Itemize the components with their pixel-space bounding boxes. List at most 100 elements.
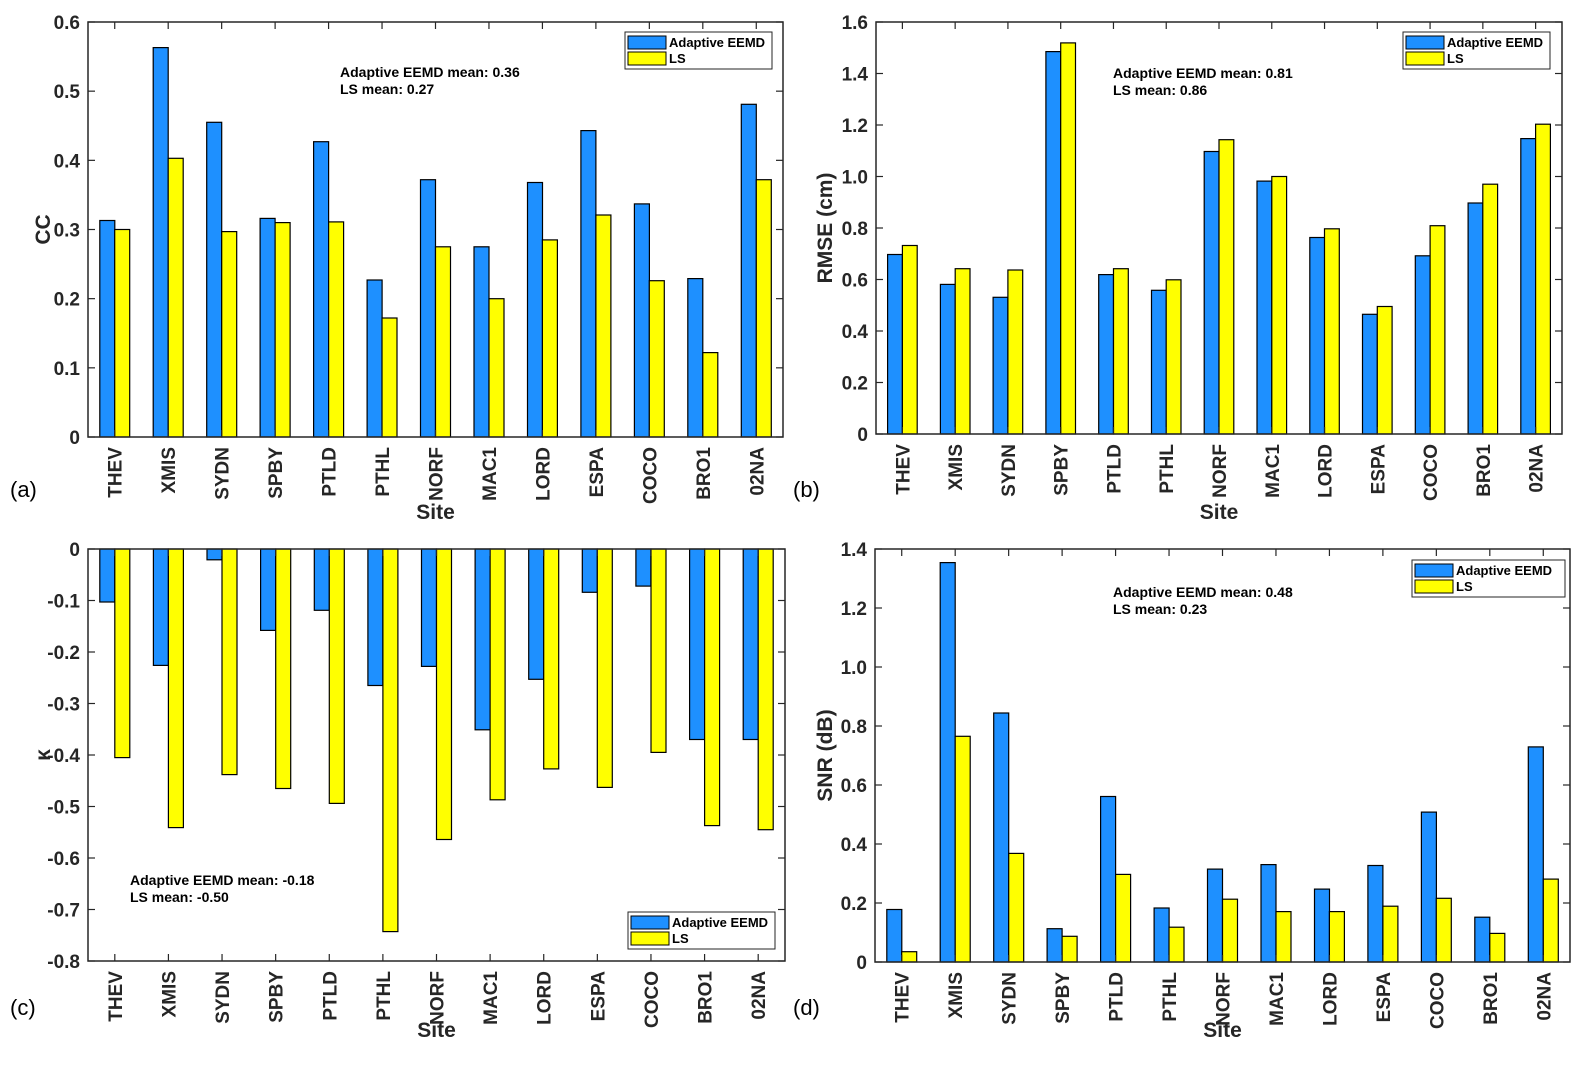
y-tick-label: -0.6 [47, 849, 80, 870]
bar-adaptive-eemd-lord [1309, 236, 1326, 435]
x-tick-label: XMIS [159, 447, 180, 493]
bar-adaptive-eemd-pthl [366, 279, 383, 438]
bar-adaptive-eemd-coco [633, 203, 651, 438]
x-tick-label: PTLD [320, 447, 341, 497]
legend-swatch-adaptive-eemd [1405, 35, 1445, 50]
x-tick-label: 02NA [749, 971, 770, 1020]
bar-adaptive-eemd-02na [1527, 746, 1544, 963]
bar-ls-espa [1382, 905, 1399, 963]
y-tick-label: 0 [856, 953, 867, 974]
x-tick-label: THEV [893, 444, 914, 495]
bar-ls-02na [1542, 878, 1559, 963]
y-axis-title: RMSE (cm) [814, 173, 837, 284]
x-tick-label: COCO [1427, 972, 1448, 1029]
x-tick-label: NORF [1214, 972, 1235, 1026]
panel-label: (c) [10, 995, 36, 1020]
y-axis-title: SNR (dB) [814, 709, 837, 801]
bar-adaptive-eemd-02na [740, 103, 757, 438]
legend-swatch-ls [630, 931, 670, 946]
bar-ls-thev [901, 244, 918, 435]
bar-ls-02na [1534, 123, 1551, 435]
x-tick-label: LORD [1320, 972, 1341, 1026]
x-axis-title: Site [416, 501, 455, 524]
panel-c-kappa: -0.8 -0.7 -0.6 -0.5 -0.4 -0.3 -0.2 -0.1 0 THEV XMI… [10, 540, 786, 1042]
y-tick-label: 1.0 [842, 168, 868, 189]
x-tick-label: SPBY [266, 447, 287, 499]
x-tick-label: COCO [1421, 444, 1442, 501]
bar-adaptive-eemd-coco [635, 548, 652, 587]
bar-ls-ptld [1114, 873, 1132, 963]
y-tick-label: 0 [857, 425, 868, 446]
bar-ls-mac1 [488, 298, 505, 438]
y-tick-label: 0.8 [842, 219, 868, 240]
bar-adaptive-eemd-mac1 [1256, 180, 1273, 435]
bar-adaptive-eemd-ptld [1099, 795, 1117, 963]
y-tick-label: -0.2 [47, 643, 80, 664]
x-tick-label: XMIS [159, 971, 180, 1017]
bar-ls-xmis [954, 735, 971, 963]
y-tick-label: -0.3 [47, 695, 80, 716]
panel-label: (a) [10, 477, 37, 502]
y-tick-label: 1.0 [841, 658, 867, 679]
bar-adaptive-eemd-lord [526, 181, 544, 438]
bar-ls-bro1 [702, 352, 719, 438]
x-tick-label: MAC1 [1263, 444, 1284, 498]
bar-ls-xmis [954, 268, 971, 435]
x-tick-label: PTHL [1157, 444, 1178, 494]
x-tick-label: THEV [106, 971, 127, 1022]
bar-ls-ptld [328, 548, 345, 804]
x-tick-label: BRO1 [1481, 972, 1502, 1025]
x-tick-label: PTLD [1107, 972, 1128, 1022]
legend-label: LS [672, 931, 689, 946]
y-tick-label: 1.4 [842, 65, 869, 86]
x-tick-label: BRO1 [696, 971, 717, 1024]
bar-ls-02na [757, 548, 774, 831]
x-tick-label: SYDN [999, 444, 1020, 497]
bar-ls-pthl [381, 317, 398, 438]
bar-adaptive-eemd-sydn [206, 548, 223, 561]
bar-adaptive-eemd-thev [886, 253, 903, 435]
x-axis-title: Site [1203, 1019, 1242, 1042]
bar-adaptive-eemd-coco [1414, 255, 1431, 435]
y-tick-label: 0.4 [842, 322, 869, 343]
x-tick-label: SPBY [1052, 444, 1073, 496]
y-tick-label: 0.6 [841, 776, 867, 797]
bar-adaptive-eemd-xmis [152, 46, 169, 438]
bar-adaptive-eemd-bro1 [1467, 202, 1484, 435]
bar-adaptive-eemd-sydn [992, 296, 1009, 435]
legend-label: LS [1456, 579, 1473, 594]
x-axis-title: Site [417, 1019, 456, 1042]
legend-swatch-ls [1414, 579, 1454, 594]
y-tick-label: 0.2 [54, 290, 80, 311]
bar-adaptive-eemd-mac1 [474, 548, 491, 731]
y-tick-label: -0.1 [47, 592, 80, 613]
y-tick-label: 0.3 [54, 221, 80, 242]
bar-adaptive-eemd-espa [1361, 313, 1378, 435]
bar-adaptive-eemd-norf [1203, 150, 1220, 435]
mean-annotation: LS mean: -0.50 [130, 889, 229, 905]
legend-swatch-ls [1405, 51, 1445, 66]
bar-adaptive-eemd-02na [1520, 138, 1537, 435]
x-tick-label: THEV [893, 972, 914, 1023]
bar-adaptive-eemd-pthl [1150, 289, 1167, 435]
bar-adaptive-eemd-lord [1313, 888, 1331, 963]
bar-adaptive-eemd-xmis [152, 548, 169, 667]
mean-annotation: LS mean: 0.86 [1113, 82, 1207, 98]
bar-adaptive-eemd-pthl [367, 548, 384, 687]
y-tick-label: 0.2 [842, 374, 868, 395]
bar-adaptive-eemd-coco [1420, 811, 1438, 963]
x-tick-label: NORF [1210, 444, 1231, 498]
bar-adaptive-eemd-mac1 [473, 246, 490, 438]
bar-ls-lord [543, 548, 560, 770]
bar-adaptive-eemd-norf [420, 548, 438, 668]
bar-ls-mac1 [489, 548, 506, 801]
bar-ls-spby [1060, 42, 1077, 435]
bar-ls-bro1 [1489, 932, 1506, 963]
bar-adaptive-eemd-bro1 [687, 278, 704, 438]
x-tick-label: XMIS [946, 444, 967, 490]
legend-swatch-adaptive-eemd [627, 35, 667, 50]
bar-ls-norf [435, 548, 453, 841]
y-tick-label: 0.1 [54, 359, 81, 380]
